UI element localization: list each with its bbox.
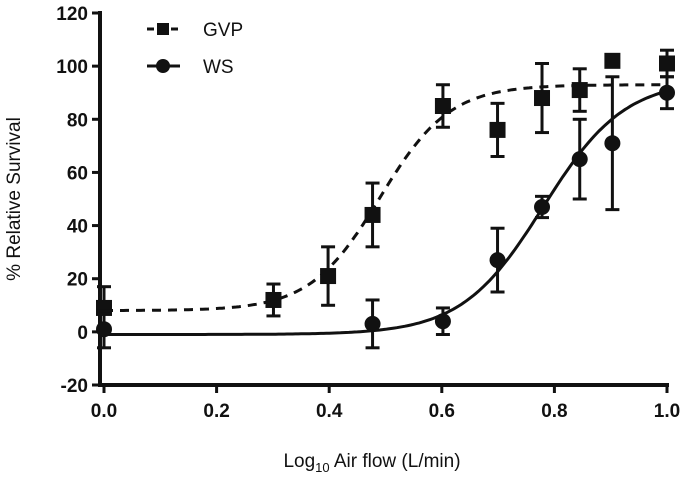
x-tick-label: 1.0 — [654, 401, 680, 422]
gvp-marker — [434, 98, 451, 114]
gvp-point — [265, 282, 282, 318]
ws-marker — [434, 313, 451, 330]
y-tick-label: 40 — [67, 217, 88, 238]
fit-curves — [104, 83, 668, 336]
gvp-point — [434, 83, 451, 129]
gvp-marker — [571, 82, 588, 99]
x-tick-label: 0.4 — [316, 401, 343, 422]
gvp-point — [659, 48, 675, 79]
ws-point — [604, 75, 621, 212]
gvp-marker — [534, 90, 551, 107]
ws-point — [96, 309, 112, 350]
legend: GVP WS — [147, 20, 243, 78]
x-tick-label: 0.8 — [541, 401, 567, 422]
gvp-point — [571, 67, 588, 113]
gvp-marker — [364, 206, 381, 223]
gvp-marker — [659, 55, 675, 72]
legend-gvp-marker — [157, 23, 169, 35]
ws-point — [534, 194, 551, 220]
ws-point — [489, 226, 506, 294]
ws-marker — [489, 252, 506, 269]
gvp-point — [320, 245, 337, 307]
x-axis-label: Log10 Air flow (L/min) — [283, 451, 460, 475]
gvp-point — [364, 181, 381, 249]
ws-marker — [534, 198, 551, 215]
gvp-marker — [320, 268, 337, 285]
legend-ws-label: WS — [203, 57, 234, 78]
gvp-marker — [604, 52, 621, 69]
ws-point — [364, 298, 381, 350]
y-tick-label: 100 — [56, 57, 88, 78]
gvp-marker — [265, 291, 282, 308]
gvp-marker — [489, 121, 506, 138]
gvp-point — [604, 52, 621, 69]
x-tick-label: 0.6 — [429, 401, 455, 422]
ws-marker — [604, 135, 621, 152]
gvp-point — [534, 61, 551, 135]
legend-ws-marker — [156, 59, 170, 73]
y-tick-label: 80 — [67, 110, 88, 131]
ws-fit-curve — [104, 89, 668, 336]
y-tick-label: 60 — [67, 163, 88, 184]
ws-marker — [659, 84, 675, 101]
ws-marker — [571, 151, 588, 168]
ws-marker — [96, 321, 112, 338]
x-tick-label: 0.2 — [203, 401, 229, 422]
ws-point — [659, 75, 675, 111]
gvp-point — [489, 101, 506, 158]
ws-point — [434, 306, 451, 337]
legend-gvp-label: GVP — [203, 20, 243, 41]
data-points — [96, 48, 675, 350]
axes: -20 0 20 40 60 80 100 120 0.0 0.2 0.4 0.6 0.8 1.0 — [56, 4, 680, 422]
ws-marker — [364, 315, 381, 332]
y-tick-label: -20 — [61, 376, 88, 397]
x-tick-label: 0.0 — [91, 401, 117, 422]
y-tick-label: 120 — [56, 4, 88, 25]
y-tick-label: 20 — [67, 270, 88, 291]
y-axis-label: % Relative Survival — [4, 117, 25, 281]
ws-point — [571, 117, 588, 201]
y-tick-label: 0 — [77, 323, 88, 344]
